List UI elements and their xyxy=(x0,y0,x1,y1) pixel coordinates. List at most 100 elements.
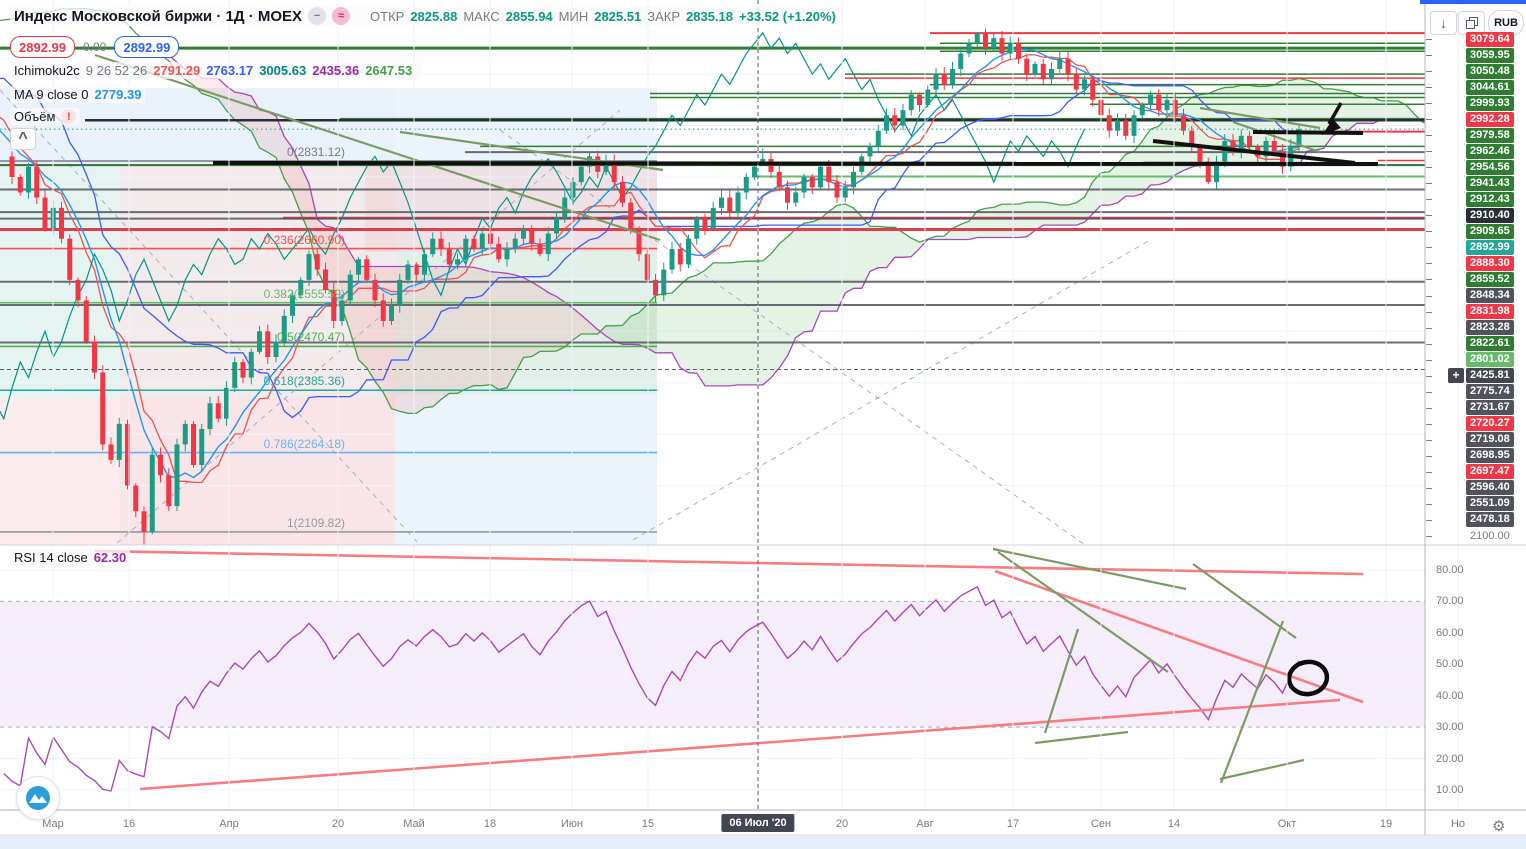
price-level-label: 2848.34 xyxy=(1466,288,1514,304)
axis-tick xyxy=(1426,439,1432,441)
rsi-axis-label: 40.00 xyxy=(1436,689,1464,702)
approx-data-icon[interactable]: ≈ xyxy=(332,7,351,25)
price-level-label: 2992.28 xyxy=(1466,111,1514,127)
blue-price-badge[interactable]: 2892.99 xyxy=(114,36,180,58)
volume-legend[interactable]: Объём ! xyxy=(10,108,81,125)
fib-level-label: 0.618(2385.36) xyxy=(263,374,345,389)
fib-level-label: 0(2831.12) xyxy=(286,144,345,159)
rsi-axis-label: 70.00 xyxy=(1436,595,1464,608)
restore-view-button[interactable] xyxy=(1458,11,1485,35)
low-label: МИН xyxy=(558,8,589,24)
axis-tick xyxy=(1426,375,1432,377)
rsi-legend[interactable]: RSI 14 close 62.30 xyxy=(10,549,131,566)
price-level-label: 2801.02 xyxy=(1466,352,1514,368)
axis-tick xyxy=(1426,536,1432,537)
price-level-label: 2822.61 xyxy=(1466,336,1514,352)
axis-tick xyxy=(1426,503,1432,505)
price-level-label: 2478.18 xyxy=(1466,512,1514,528)
fib-level-label: 0.236(2660.90) xyxy=(263,232,345,247)
ma-legend[interactable]: MA 9 close 0 2779.39 xyxy=(10,86,146,103)
ma-name: MA 9 close 0 xyxy=(14,87,89,102)
axis-tick xyxy=(1426,199,1432,201)
ichimoku-value: 3005.63 xyxy=(259,63,307,78)
price-level-label: 2912.43 xyxy=(1466,191,1514,207)
axis-tick xyxy=(1426,519,1432,521)
price-level-label: 2888.30 xyxy=(1466,255,1514,271)
fib-level-label: 0.382(2555.59) xyxy=(263,286,345,301)
price-level-label: 3079.64 xyxy=(1466,31,1514,47)
axis-tick xyxy=(1426,343,1432,345)
rsi-name: RSI 14 close xyxy=(14,550,88,565)
time-axis-label: Апр xyxy=(219,818,239,830)
broker-logo-button[interactable] xyxy=(16,776,60,820)
time-axis-label: Мар xyxy=(42,818,64,830)
ichimoku-value: 2763.17 xyxy=(206,63,254,78)
fib-level-label: 0.5(2470.47) xyxy=(276,330,345,345)
price-line-badges: 2892.99 0.00 2892.99 xyxy=(10,36,180,58)
close-label: ЗАКР xyxy=(647,8,680,24)
price-level-label: 2979.58 xyxy=(1466,127,1514,143)
volume-warning-icon[interactable]: ! xyxy=(61,109,77,124)
price-level-label: 2823.28 xyxy=(1466,320,1514,336)
high-value: 2855.94 xyxy=(505,8,553,24)
time-axis-label: Май xyxy=(403,818,425,830)
price-level-label: 2954.56 xyxy=(1466,159,1514,175)
volume-name: Объём xyxy=(14,109,56,124)
axis-tick xyxy=(1426,455,1432,457)
close-value: 2835.18 xyxy=(686,8,733,24)
price-level-label: 2551.09 xyxy=(1466,496,1514,512)
collapse-pane-button[interactable]: ^ xyxy=(10,128,36,150)
axis-tick xyxy=(1426,327,1432,329)
price-level-label: 3059.95 xyxy=(1466,47,1514,63)
axis-tick xyxy=(1426,71,1432,73)
price-level-label: 2731.67 xyxy=(1466,400,1514,416)
open-value: 2825.88 xyxy=(410,8,458,24)
rsi-axis-label: 30.00 xyxy=(1436,721,1464,734)
time-axis-label: Авг xyxy=(916,818,934,830)
time-axis-label: Но xyxy=(1450,818,1466,830)
axis-tick xyxy=(1426,151,1432,153)
axis-highlight-strip xyxy=(1420,0,1526,4)
ichimoku-params: 9 26 52 26 xyxy=(85,63,148,78)
scroll-down-button[interactable]: ↓ xyxy=(1430,11,1457,35)
time-axis-label: 20 xyxy=(331,818,345,830)
price-level-label: 2698.95 xyxy=(1466,448,1514,464)
axis-tick xyxy=(1426,103,1432,105)
axis-tick xyxy=(1426,55,1432,57)
axis-tick xyxy=(1426,119,1432,121)
red-price-badge[interactable]: 2892.99 xyxy=(10,36,75,58)
rsi-axis-label: 10.00 xyxy=(1436,783,1464,796)
rsi-axis-label: 50.00 xyxy=(1436,658,1464,671)
time-axis-label: Сен xyxy=(1090,818,1112,830)
price-level-label: 2720.27 xyxy=(1466,416,1514,432)
price-level-label: 2719.08 xyxy=(1466,432,1514,448)
ichimoku-value: 2435.36 xyxy=(312,63,360,78)
fib-level-label: 1(2109.82) xyxy=(286,515,345,530)
axis-tick xyxy=(1426,135,1432,137)
price-level-label: 2999.93 xyxy=(1466,95,1514,111)
axis-tick xyxy=(1426,279,1432,281)
price-level-label: 2697.47 xyxy=(1466,464,1514,480)
change-value: +33.52 (+1.20%) xyxy=(739,8,836,24)
ichimoku-legend[interactable]: Ichimoku2c 9 26 52 26 2791.29 2763.17 3005… xyxy=(10,62,423,79)
crosshair-time-badge: 06 Июл '20 xyxy=(721,814,795,832)
axis-tick xyxy=(1426,471,1432,473)
crosshair-plus-icon: + xyxy=(1448,368,1464,384)
ichimoku-name: Ichimoku2c xyxy=(14,63,80,78)
axis-tick xyxy=(1426,407,1432,409)
time-axis-label: Окт xyxy=(1277,818,1297,830)
hide-indicator-icon[interactable]: − xyxy=(308,7,327,25)
axis-tick xyxy=(1426,487,1432,489)
fib-level-label: 0.786(2264.18) xyxy=(263,436,345,451)
axis-tick xyxy=(1426,39,1432,40)
axis-tick xyxy=(1426,359,1432,361)
price-level-label: 3044.61 xyxy=(1466,79,1514,95)
timezone-settings-button[interactable]: ⚙ xyxy=(1492,818,1506,835)
price-level-label: 2775.74 xyxy=(1466,384,1514,400)
price-level-label: 2910.40 xyxy=(1466,207,1514,223)
price-level-label: 2892.99 xyxy=(1466,239,1514,255)
symbol-title[interactable]: Индекс Московской биржи · 1Д · MOEX xyxy=(14,7,303,25)
badge-distance: 0.00 xyxy=(83,40,107,54)
